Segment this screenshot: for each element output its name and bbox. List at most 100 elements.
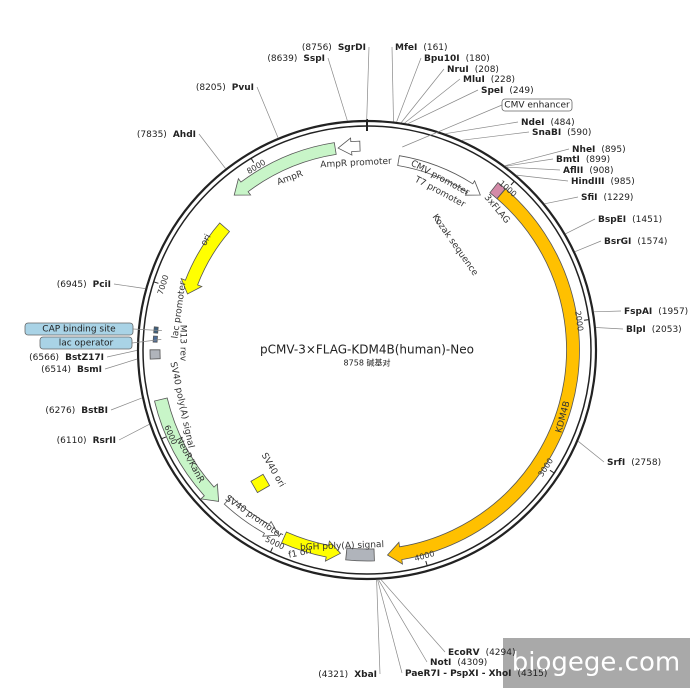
site-name: BstZ17I (65, 353, 104, 363)
site-position: (2053) (652, 325, 682, 335)
f1-ori-arrow (281, 531, 342, 562)
site-position: (228) (491, 75, 515, 85)
ruler-tick (425, 560, 428, 566)
site-label: NruI (208) (447, 65, 499, 75)
site-position: (899) (586, 155, 610, 165)
feature-leader (402, 104, 503, 148)
ruler-tick (510, 180, 515, 186)
site-name: NdeI (521, 118, 544, 128)
site-label: (8756) SgrDI (302, 43, 366, 53)
feature-box (501, 98, 573, 112)
site-name: SnaBI (532, 128, 561, 138)
site-leader (400, 68, 445, 123)
site-label: AflII (908) (563, 166, 614, 176)
site-name: FspAI (624, 307, 652, 317)
ampr-arrow (233, 142, 337, 196)
site-name: BlpI (626, 325, 646, 335)
site-label: FspAI (1957) (624, 307, 688, 317)
plasmid-length: 8758 碱基对 (344, 358, 391, 368)
site-position: (180) (466, 54, 490, 64)
grey-box (149, 349, 161, 360)
ruler-label: 7000 (156, 274, 171, 296)
boxed-feature-label: CMV enhancer (504, 101, 570, 111)
feature-label: f1 ori (288, 546, 313, 561)
plasmid-name: pCMV-3×FLAG-KDM4B(human)-Neo (260, 343, 474, 357)
feature-box (24, 322, 134, 336)
site-position: (4294) (486, 648, 516, 658)
site-name: AflII (563, 166, 583, 176)
boxed-feature-label: lac operator (59, 339, 114, 349)
site-label: (7835) AhdI (137, 130, 196, 140)
site-leader (198, 133, 226, 169)
feature-label: Kozak sequence (430, 213, 480, 279)
site-leader (391, 46, 394, 122)
site-leader (577, 440, 605, 463)
site-name: PaeR7I - PspXI - XhoI (405, 669, 511, 679)
site-position: (1574) (637, 237, 667, 247)
site-position: (4309) (457, 658, 487, 668)
site-leader (377, 579, 403, 674)
cmv-promoter-arrow (397, 155, 481, 196)
site-name: XbaI (354, 670, 377, 680)
site-leader (118, 423, 150, 441)
feature-box (39, 336, 133, 350)
site-label: SnaBI (590) (532, 128, 591, 138)
site-name: SfiI (581, 193, 598, 203)
site-label: HindIII (985) (571, 177, 635, 187)
site-position: (249) (509, 86, 533, 96)
site-label: BspEI (1451) (598, 215, 662, 225)
site-name: BsrGI (604, 237, 631, 247)
site-name: PvuI (232, 83, 254, 93)
site-leader (106, 350, 138, 358)
neor-arrow (154, 397, 220, 502)
site-leader (327, 57, 348, 121)
watermark: biogege.com (512, 648, 680, 678)
sv40-promoter-arrow (223, 496, 280, 537)
feature-label: AmpR promoter (320, 157, 392, 171)
site-name: SrfI (607, 458, 625, 468)
site-label: BlpI (2053) (626, 325, 682, 335)
bgh-box (345, 547, 375, 562)
site-label: NotI (4309) (430, 658, 487, 668)
site-label: MluI (228) (463, 75, 515, 85)
site-leader (505, 158, 554, 167)
site-name: Bpu10I (424, 54, 460, 64)
ruler-label: 2000 (573, 310, 585, 331)
site-name: BsmI (77, 365, 102, 375)
site-label: BsrGI (1574) (604, 237, 667, 247)
site-position: (161) (423, 43, 447, 53)
site-label: EcoRV (4294) (448, 648, 516, 658)
kdm4b-arrow (386, 188, 580, 565)
flag-box (489, 182, 506, 200)
site-leader (544, 196, 579, 205)
site-name: NheI (572, 145, 595, 155)
site-position: (1229) (604, 193, 634, 203)
site-label: NheI (895) (572, 145, 626, 155)
site-label: (4321) XbaI (318, 670, 377, 680)
site-position: (8756) (302, 43, 332, 53)
site-leader (574, 240, 602, 253)
ampr-promoter-arrow (337, 137, 361, 156)
site-name: BstBI (81, 406, 108, 416)
site-label: (6566) BstZ17I (29, 353, 104, 363)
site-name: SspI (303, 54, 325, 64)
site-name: BmtI (556, 155, 580, 165)
feature-label: bGH poly(A) signal (300, 540, 384, 553)
site-position: (6514) (41, 365, 71, 375)
site-position: (6276) (45, 406, 75, 416)
site-position: (8205) (196, 83, 226, 93)
site-position: (6566) (29, 353, 59, 363)
site-leader (593, 310, 622, 313)
site-position: (208) (475, 65, 499, 75)
site-position: (908) (589, 166, 613, 176)
site-leader (110, 397, 143, 411)
site-label: PaeR7I - PspXI - XhoI (4315) (405, 669, 547, 679)
ruler-tick (549, 469, 555, 474)
site-label: SfiI (1229) (581, 193, 633, 203)
site-position: (590) (567, 128, 591, 138)
ruler-tick (270, 547, 274, 553)
feature-leader (132, 328, 162, 331)
site-leader (378, 579, 428, 663)
